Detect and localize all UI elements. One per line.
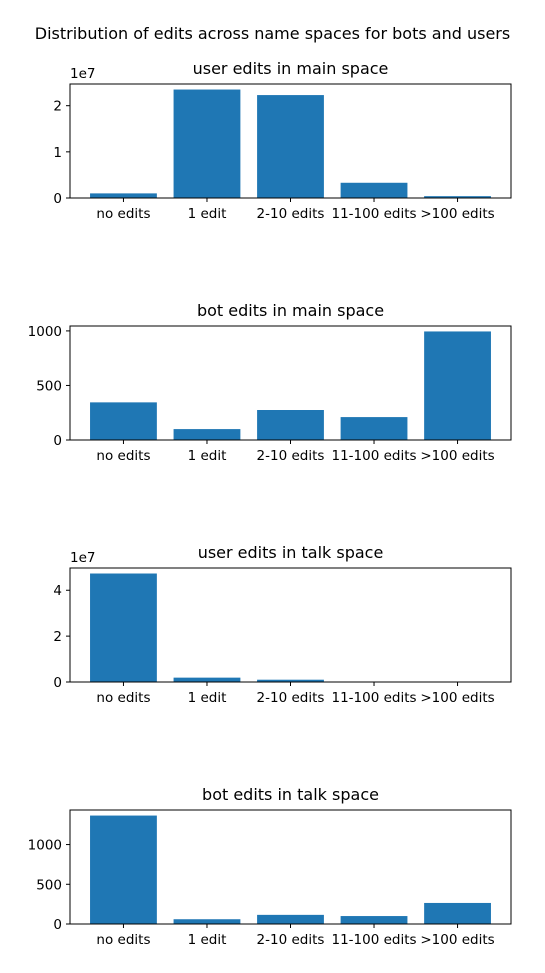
subplot-2: bot edits in main space no edits 1 edit 2-1… — [28, 301, 512, 464]
x-tick-label: 11-100 edits — [331, 448, 416, 464]
x-tick-label: 2-10 edits — [257, 932, 325, 948]
x-tick-label: no edits — [96, 448, 150, 464]
y-tick-label: 0 — [53, 675, 62, 691]
bar--100-edits — [424, 196, 491, 198]
x-tick-label: 1 edit — [188, 690, 227, 706]
bar-2-10-edits — [257, 679, 324, 682]
bar-no-edits — [90, 193, 157, 198]
x-tick-label: 2-10 edits — [257, 206, 325, 222]
y-tick-label: 2 — [53, 99, 62, 115]
x-tick-label: 1 edit — [188, 932, 227, 948]
x-tick-label: 11-100 edits — [331, 206, 416, 222]
subplot-title: bot edits in talk space — [202, 785, 379, 804]
bar-1-edit — [173, 919, 241, 924]
figure-title: Distribution of edits across name spaces… — [35, 24, 510, 43]
subplot-title: user edits in main space — [193, 59, 389, 78]
bar-1-edit — [173, 429, 241, 440]
subplot-4: bot edits in talk space no edits 1 edit 2-1… — [28, 785, 512, 948]
bar-2-10-edits — [257, 914, 324, 924]
subplot-3: user edits in talk space 1e7 no edits 1 edi… — [53, 543, 512, 706]
x-tick-label: no edits — [96, 206, 150, 222]
bar-2-10-edits — [257, 95, 324, 198]
offset-label: 1e7 — [70, 550, 95, 566]
bar-1-edit — [173, 677, 241, 682]
y-tick-label: 0 — [53, 917, 62, 933]
y-tick-label: 1000 — [28, 838, 62, 854]
bar-no-edits — [90, 815, 157, 924]
bar-11-100-edits — [340, 417, 408, 440]
x-tick-label: 2-10 edits — [257, 690, 325, 706]
y-tick-label: 500 — [36, 378, 62, 394]
bar--100-edits — [424, 331, 491, 440]
subplot-1: user edits in main space 1e7 no edits 1 edi… — [53, 59, 512, 222]
y-tick-label: 0 — [53, 433, 62, 449]
bar-no-edits — [90, 573, 157, 682]
y-tick-label: 1 — [53, 145, 62, 161]
x-tick-label: >100 edits — [420, 932, 494, 948]
y-tick-label: 2 — [53, 629, 62, 645]
x-tick-label: 2-10 edits — [257, 448, 325, 464]
bar-2-10-edits — [257, 410, 324, 440]
x-tick-label: 1 edit — [188, 206, 227, 222]
x-tick-label: >100 edits — [420, 206, 494, 222]
bar--100-edits — [424, 902, 491, 924]
bar-no-edits — [90, 402, 157, 440]
y-tick-label: 4 — [53, 583, 62, 599]
subplot-title: user edits in talk space — [198, 543, 384, 562]
x-tick-label: 1 edit — [188, 448, 227, 464]
subplots: user edits in main space 1e7 no edits 1 edi… — [28, 59, 512, 948]
x-tick-label: >100 edits — [420, 448, 494, 464]
bar-11-100-edits — [340, 916, 408, 924]
bar-1-edit — [173, 89, 241, 198]
y-tick-label: 0 — [53, 191, 62, 207]
x-tick-label: no edits — [96, 690, 150, 706]
x-tick-label: 11-100 edits — [331, 932, 416, 948]
x-tick-label: >100 edits — [420, 690, 494, 706]
offset-label: 1e7 — [70, 66, 95, 82]
subplot-title: bot edits in main space — [197, 301, 384, 320]
bar-11-100-edits — [340, 182, 408, 198]
x-tick-label: 11-100 edits — [331, 690, 416, 706]
y-tick-label: 1000 — [28, 324, 62, 340]
y-tick-label: 500 — [36, 877, 62, 893]
x-tick-label: no edits — [96, 932, 150, 948]
